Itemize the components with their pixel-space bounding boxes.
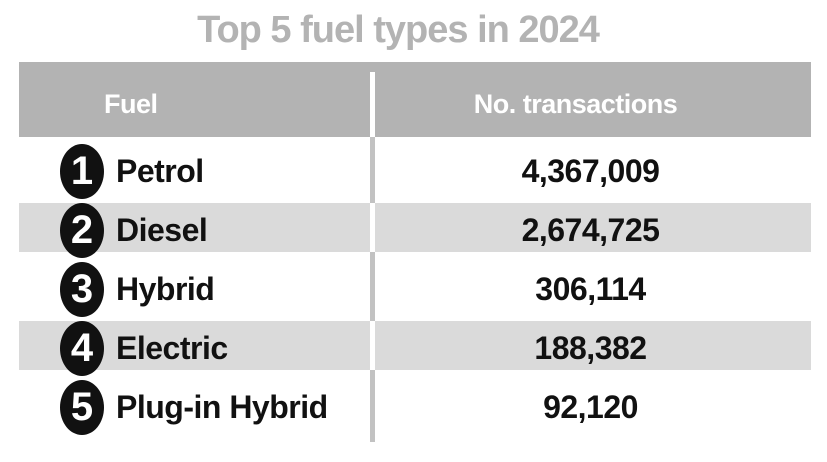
rank-number: 1 [70, 149, 94, 193]
table-row: 4 Electric 188,382 [19, 314, 811, 376]
table-row: 3 Hybrid 306,114 [19, 255, 811, 317]
fuel-cell: 2 Diesel [19, 202, 370, 258]
column-divider-tail [370, 432, 375, 442]
fuel-table: Fuel No. transactions 1 Petrol 4,367,009… [19, 62, 811, 442]
column-divider [370, 137, 375, 196]
rank-number: 4 [70, 326, 94, 370]
rank-badge: 1 [60, 143, 104, 199]
fuel-cell: 1 Petrol [19, 143, 370, 199]
fuel-cell: 4 Electric [19, 320, 370, 376]
header-fuel-column: Fuel [104, 89, 158, 119]
table-row: 1 Petrol 4,367,009 [19, 137, 811, 199]
table-row: 5 Plug-in Hybrid 92,120 [19, 373, 811, 435]
table-row: 2 Diesel 2,674,725 [19, 196, 811, 258]
transactions-value: 188,382 [534, 329, 647, 366]
stripe-band [19, 203, 811, 252]
transactions-value: 4,367,009 [521, 152, 660, 189]
chart-title: Top 5 fuel types in 2024 [197, 9, 600, 51]
fuel-name: Hybrid [116, 270, 215, 307]
table-header-row: Fuel No. transactions [19, 62, 811, 137]
fuel-name: Petrol [116, 152, 204, 189]
fuel-cell: 5 Plug-in Hybrid [19, 379, 370, 435]
transactions-value: 2,674,725 [521, 211, 660, 248]
fuel-name: Diesel [116, 211, 208, 248]
fuel-cell: 3 Hybrid [19, 261, 370, 317]
transactions-value: 306,114 [535, 270, 646, 307]
rank-number: 2 [70, 208, 94, 252]
stripe-band [19, 321, 811, 370]
transactions-value: 92,120 [543, 388, 638, 425]
fuel-name: Electric [116, 329, 228, 366]
column-divider [370, 373, 375, 432]
rank-number: 5 [70, 385, 94, 429]
rank-badge: 5 [60, 379, 104, 435]
rank-badge: 4 [60, 320, 104, 376]
header-transactions-column: No. transactions [473, 89, 678, 119]
rank-badge: 2 [60, 202, 104, 258]
rank-badge: 3 [60, 261, 104, 317]
fuel-name: Plug-in Hybrid [116, 388, 328, 425]
column-divider [370, 255, 375, 314]
header-column-divider [370, 72, 375, 137]
rank-number: 3 [70, 267, 94, 311]
